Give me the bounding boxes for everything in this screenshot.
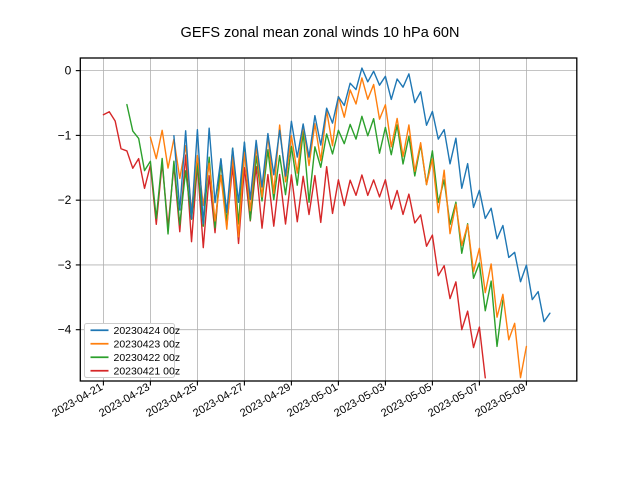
svg-text:−4: −4	[58, 323, 72, 337]
svg-text:−2: −2	[58, 193, 72, 207]
svg-text:20230421 00z: 20230421 00z	[114, 365, 181, 377]
svg-text:GEFS zonal mean zonal winds 10: GEFS zonal mean zonal winds 10 hPa 60N	[181, 25, 460, 41]
svg-text:20230422 00z: 20230422 00z	[114, 352, 181, 364]
svg-text:20230424 00z: 20230424 00z	[114, 325, 181, 337]
svg-text:−3: −3	[58, 258, 72, 272]
svg-text:0: 0	[65, 64, 72, 78]
svg-text:−1: −1	[58, 128, 72, 142]
svg-text:20230423 00z: 20230423 00z	[114, 338, 181, 350]
